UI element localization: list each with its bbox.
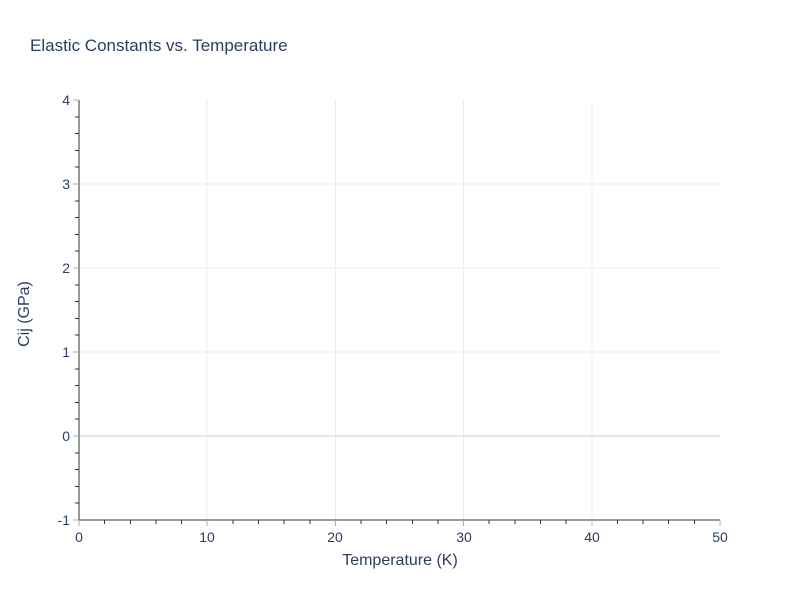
svg-text:50: 50 — [712, 529, 728, 545]
svg-text:Cij (GPa): Cij (GPa) — [16, 281, 33, 347]
svg-text:30: 30 — [456, 529, 472, 545]
svg-text:20: 20 — [327, 529, 343, 545]
svg-text:3: 3 — [62, 176, 70, 192]
svg-text:2: 2 — [62, 260, 70, 276]
svg-text:-1: -1 — [58, 512, 71, 528]
svg-text:0: 0 — [75, 529, 83, 545]
svg-text:10: 10 — [199, 529, 215, 545]
svg-text:0: 0 — [62, 428, 70, 444]
svg-text:1: 1 — [62, 344, 70, 360]
svg-text:40: 40 — [584, 529, 600, 545]
svg-text:4: 4 — [62, 92, 70, 108]
